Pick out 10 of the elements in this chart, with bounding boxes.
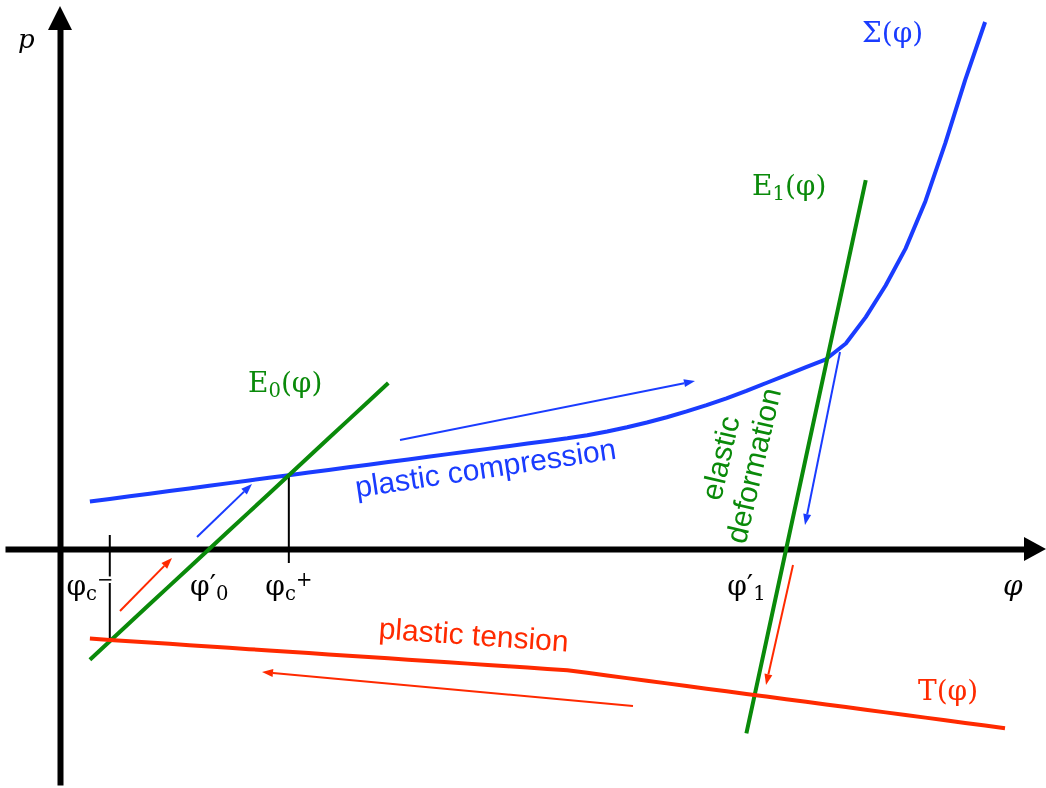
y-axis-title: p bbox=[18, 24, 35, 54]
series-label: T(φ) bbox=[918, 674, 979, 707]
x-tick-label: φ′$_{1}$ bbox=[727, 568, 766, 605]
series-label: Σ(φ) bbox=[862, 16, 924, 49]
x-axis-title: φ bbox=[1003, 569, 1023, 602]
series-label: E$_{1}$(φ) bbox=[752, 169, 827, 205]
x-tick-label: φ′$_{0}$ bbox=[190, 568, 229, 605]
series-label: E$_{0}$(φ) bbox=[248, 366, 323, 402]
annotation: plastic compression bbox=[352, 431, 619, 504]
annotation: plastic tension bbox=[377, 611, 570, 658]
